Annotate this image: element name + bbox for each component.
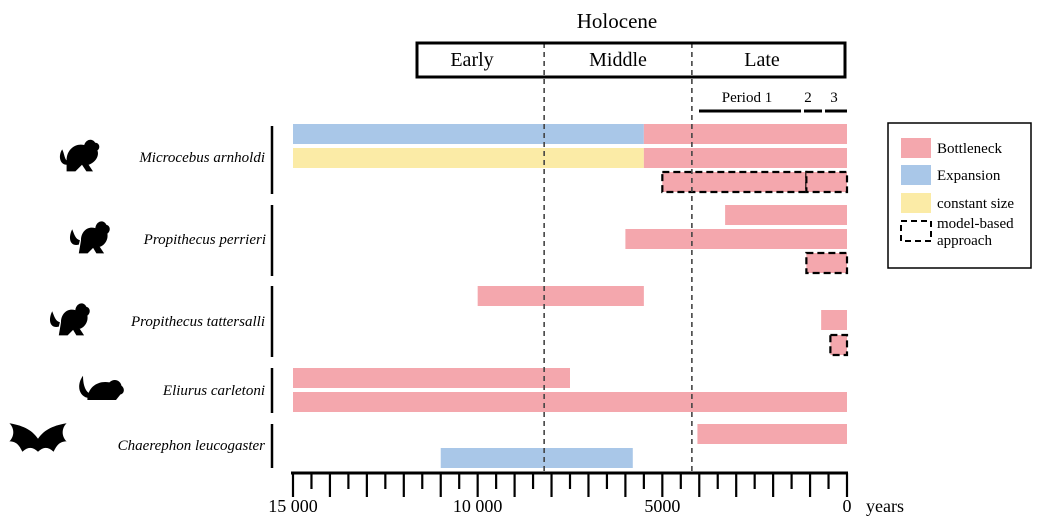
bar-microcebus-arnholdi-row1-seg1 (643, 148, 847, 168)
bar-eliurus-carletoni-row0-seg0 (293, 368, 570, 388)
bar-eliurus-carletoni-row1-seg0 (293, 392, 847, 412)
bar-microcebus-arnholdi-row2-seg0 (661, 170, 808, 194)
x-tick-label-0: 0 (843, 496, 852, 516)
species-labels: Microcebus arnholdi Propithecus perrieri P… (9, 126, 274, 468)
bar-microcebus-arnholdi-row0-seg0 (293, 124, 644, 144)
rodent-icon (79, 375, 124, 400)
x-tick-label-15000: 15 000 (268, 496, 318, 516)
species-label-propithecus-tattersalli: Propithecus tattersalli (130, 314, 265, 330)
period-1-label: Period 1 (722, 90, 772, 106)
mouse-lemur-icon (59, 139, 100, 172)
bar-propithecus-perrieri-row0-seg0 (725, 205, 847, 225)
epoch-box (415, 41, 847, 79)
epoch-label-late: Late (744, 49, 780, 71)
legend-label-model-based-approach: model-based approach (937, 216, 1014, 249)
legend: Bottleneck Expansion constant size model-ba… (887, 122, 1032, 269)
species-label-chaerephon-leucogaster: Chaerephon leucogaster (118, 438, 265, 454)
x-axis-unit: years (866, 496, 904, 516)
period-3-label: 3 (830, 90, 838, 106)
bar-propithecus-tattersalli-row1-seg0 (821, 310, 847, 330)
bar-propithecus-perrieri-row1-seg0 (625, 229, 847, 249)
bar-chaerephon-leucogaster-row1-seg0 (440, 448, 633, 468)
legend-label-constant-size: constant size (937, 196, 1014, 212)
bars-layer (293, 124, 849, 468)
sifaka-icon (50, 303, 90, 336)
species-label-eliurus-carletoni: Eliurus carletoni (162, 383, 265, 399)
bar-propithecus-tattersalli-row0-seg0 (477, 286, 644, 306)
legend-swatch-constant-size (901, 193, 931, 213)
sifaka-icon (70, 221, 110, 254)
species-label-propithecus-perrieri: Propithecus perrieri (143, 232, 266, 248)
legend-swatch-bottleneck (901, 138, 931, 158)
x-tick-label-10000: 10 000 (453, 496, 503, 516)
species-label-microcebus-arnholdi: Microcebus arnholdi (138, 150, 265, 166)
x-axis: years 15 000 10 000 5000 0 (268, 471, 904, 516)
holocene-header: Holocene Early Middle Late Period 1 2 3 (415, 9, 847, 113)
period-2-label: 2 (804, 90, 812, 106)
epoch-label-middle: Middle (589, 49, 647, 71)
legend-label-expansion: Expansion (937, 168, 1001, 184)
legend-swatch-model-based-approach (900, 220, 932, 242)
epoch-label-early: Early (450, 49, 493, 71)
legend-label-bottleneck: Bottleneck (937, 141, 1002, 157)
bar-microcebus-arnholdi-row2-seg1 (805, 170, 849, 194)
bar-microcebus-arnholdi-row0-seg1 (643, 124, 847, 144)
bar-propithecus-tattersalli-row2-seg0 (829, 333, 849, 357)
chart-title: Holocene (577, 9, 657, 33)
bat-icon (9, 423, 67, 452)
x-tick-label-5000: 5000 (644, 496, 680, 516)
legend-swatch-expansion (901, 165, 931, 185)
bar-microcebus-arnholdi-row1-seg0 (293, 148, 644, 168)
bar-chaerephon-leucogaster-row0-seg0 (697, 424, 847, 444)
bar-propithecus-perrieri-row2-seg0 (805, 251, 849, 275)
